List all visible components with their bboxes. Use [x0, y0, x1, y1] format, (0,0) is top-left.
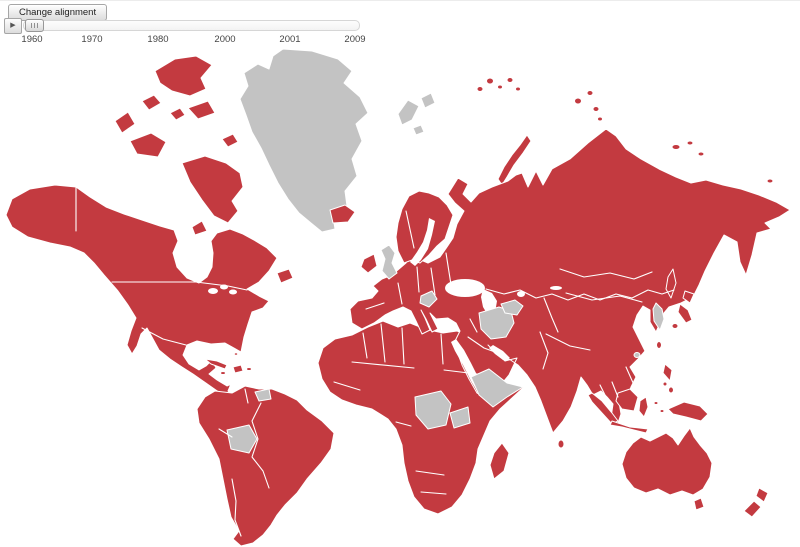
great-lakes [208, 288, 218, 294]
baltic-sea [410, 218, 435, 266]
region-dr-congo[interactable] [414, 390, 452, 430]
year-slider-thumb[interactable] [25, 19, 44, 32]
region-scandinavia[interactable] [395, 190, 454, 264]
persian-gulf [489, 345, 510, 360]
region-newfoundland[interactable] [276, 268, 294, 284]
region-tasmania[interactable] [693, 497, 705, 511]
region-sri-lanka[interactable] [557, 439, 565, 449]
region-new-zealand[interactable] [743, 487, 769, 518]
region-guyana-suriname[interactable] [254, 388, 272, 402]
region-iceland[interactable] [329, 204, 356, 224]
region-somalia[interactable] [470, 368, 524, 408]
tick-label: 2001 [279, 34, 301, 45]
region-ireland[interactable] [360, 253, 378, 274]
region-greenland[interactable] [239, 48, 369, 233]
region-arctic-island-dots[interactable] [476, 77, 774, 184]
region-russian-arctic-islands[interactable] [497, 134, 532, 186]
great-lakes [229, 289, 237, 295]
region-korea[interactable] [652, 302, 665, 331]
region-bolivia[interactable] [226, 424, 258, 454]
region-philippines[interactable] [662, 363, 674, 394]
region-new-guinea[interactable] [667, 401, 709, 422]
region-south-america[interactable] [196, 385, 335, 547]
black-sea [445, 279, 485, 297]
lake-balkhash [550, 286, 562, 290]
region-caribbean-islands[interactable] [204, 352, 252, 375]
region-hainan[interactable] [633, 352, 641, 358]
tick-label: 2009 [344, 34, 366, 45]
tick-label: 1960 [21, 34, 43, 45]
region-canadian-arctic-islands[interactable] [114, 55, 244, 236]
region-turkmenistan[interactable] [500, 299, 524, 316]
region-japan[interactable] [671, 290, 695, 329]
grip-icon [31, 23, 38, 28]
tick-label: 1970 [81, 34, 103, 45]
region-tanzania[interactable] [449, 406, 471, 429]
aral-sea [517, 291, 525, 297]
play-icon: ▶ [10, 22, 16, 29]
region-north-america[interactable] [5, 184, 278, 408]
year-slider-track[interactable] [23, 19, 360, 32]
tick-label: 2000 [214, 34, 236, 45]
change-alignment-button[interactable]: Change alignment [8, 4, 108, 21]
tick-label: 1980 [147, 34, 169, 45]
region-western-balkans[interactable] [419, 290, 438, 308]
country-borders [75, 186, 675, 537]
region-australia[interactable] [621, 427, 713, 496]
region-iran[interactable] [478, 306, 515, 340]
region-taiwan[interactable] [656, 341, 662, 349]
region-indonesia[interactable] [587, 388, 665, 434]
play-button[interactable]: ▶ [4, 18, 22, 34]
region-great-britain[interactable] [380, 244, 398, 280]
region-madagascar[interactable] [489, 442, 510, 480]
region-svalbard[interactable] [397, 92, 436, 136]
